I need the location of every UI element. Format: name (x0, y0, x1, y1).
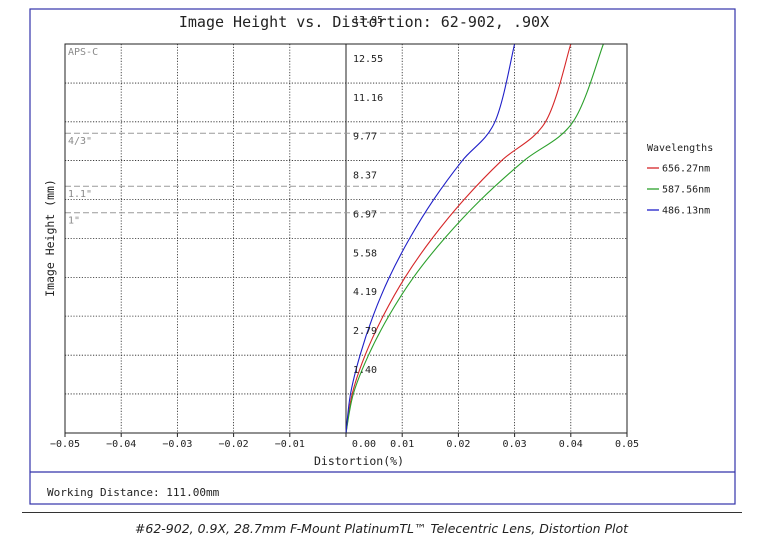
x-tick-label: 0.03 (503, 439, 527, 450)
legend-title: Wavelengths (647, 143, 713, 154)
y-axis-label: Image Height (mm) (43, 179, 57, 297)
grid (65, 43, 627, 433)
chart-frame (29, 8, 736, 505)
x-tick-label: 0.02 (446, 439, 470, 450)
sensor-label: APS-C (68, 47, 98, 58)
figure-caption: #62-902, 0.9X, 28.7mm F-Mount PlatinumTL… (134, 521, 629, 536)
legend-label: 656.27nm (662, 164, 710, 175)
chart-title: Image Height vs. Distortion: 62-902, .90… (179, 13, 549, 31)
y-tick-label: 5.58 (353, 248, 377, 259)
series-line (345, 43, 516, 434)
y-axis-ticks: 1.40 2.79 4.19 5.58 6.97 8.37 9.77 11.16 12.55 13… (353, 15, 383, 376)
data-series (345, 43, 604, 434)
y-tick-label: 6.97 (353, 210, 377, 221)
x-tick-label: −0.02 (219, 439, 249, 450)
x-axis-ticks: −0.05 −0.04 −0.03 −0.02 −0.01 0.00 0.01 0.02 0.0… (50, 433, 639, 450)
y-tick-label: 12.55 (353, 54, 383, 65)
y-tick-label: 2.79 (353, 326, 377, 337)
caption-divider (22, 512, 742, 513)
x-tick-label: 0.04 (559, 439, 583, 450)
y-tick-label: 9.77 (353, 132, 377, 143)
x-tick-label: −0.03 (162, 439, 192, 450)
series-line (345, 43, 604, 434)
distortion-chart: Image Height vs. Distortion: 62-902, .90… (29, 8, 736, 505)
sensor-label: 4/3" (68, 136, 92, 147)
x-tick-label: −0.05 (50, 439, 80, 450)
y-tick-label: 13.95 (353, 15, 383, 26)
x-axis-label: Distortion(%) (314, 454, 404, 468)
legend-label: 486.13nm (662, 206, 710, 217)
y-tick-label: 8.37 (353, 171, 377, 182)
x-tick-label: 0.01 (390, 439, 414, 450)
x-tick-label: 0.05 (615, 439, 639, 450)
legend: Wavelengths 656.27nm 587.56nm 486.13nm (647, 143, 713, 217)
y-tick-label: 4.19 (353, 287, 377, 298)
y-tick-label: 1.40 (353, 365, 377, 376)
x-tick-label: −0.01 (275, 439, 305, 450)
working-distance: Working Distance: 111.00mm (47, 486, 220, 499)
y-tick-label: 11.16 (353, 93, 383, 104)
legend-label: 587.56nm (662, 185, 710, 196)
sensor-label: 1.1" (68, 189, 92, 200)
x-tick-label: −0.04 (106, 439, 136, 450)
series-line (345, 43, 572, 434)
x-tick-label: 0.00 (352, 439, 376, 450)
sensor-label: 1" (68, 216, 80, 227)
